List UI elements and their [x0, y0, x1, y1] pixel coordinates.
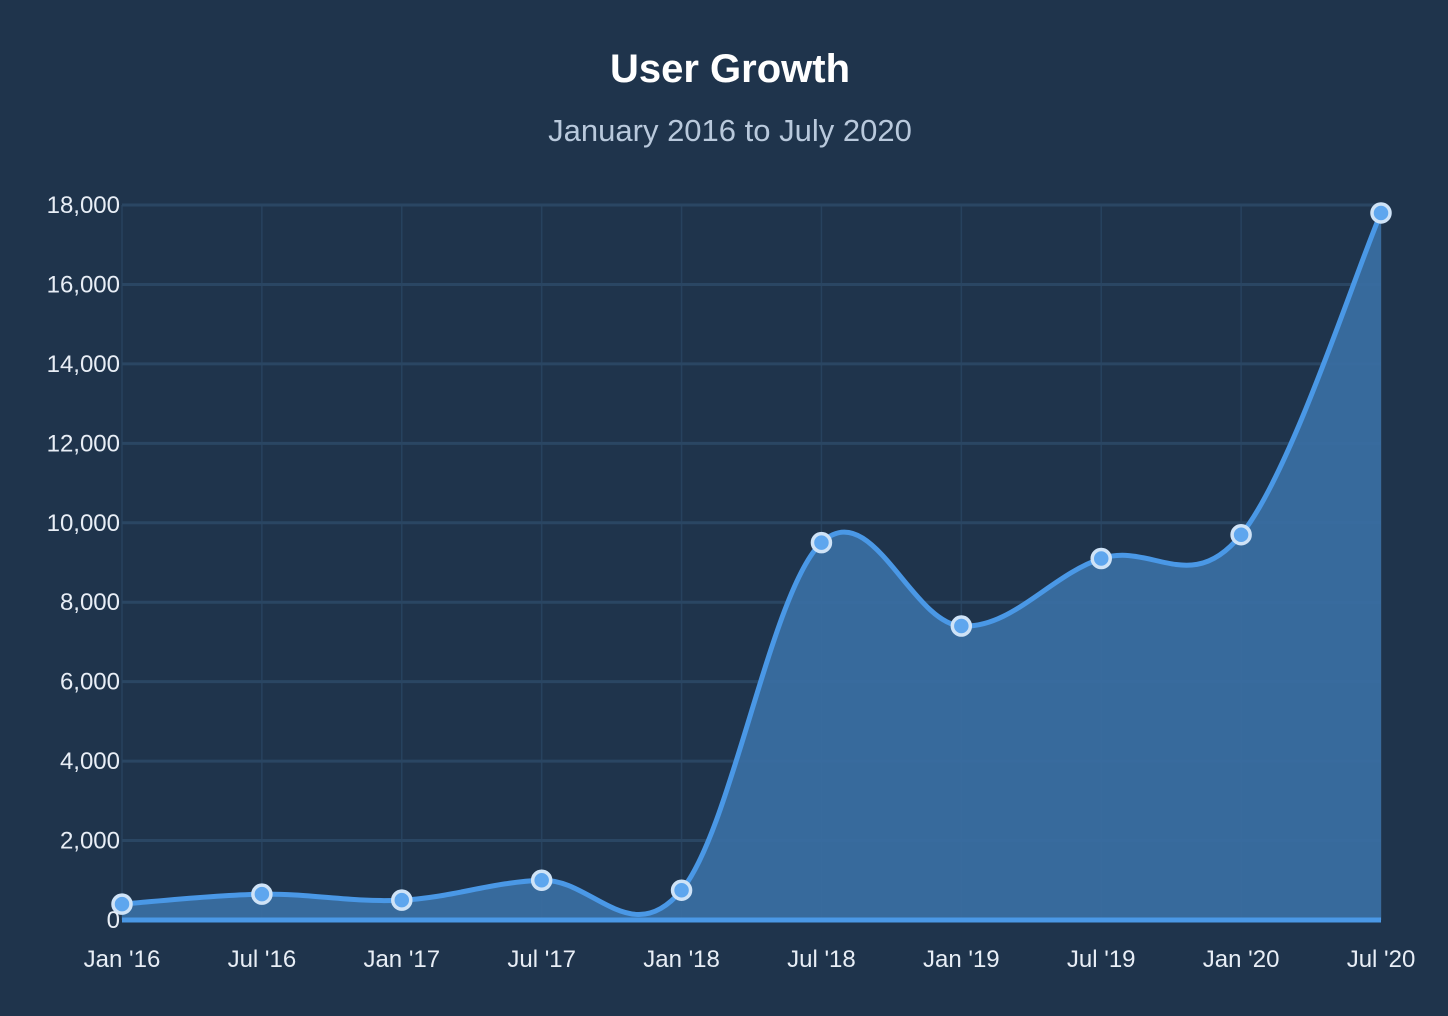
data-point[interactable] — [111, 893, 133, 915]
y-tick-label: 0 — [107, 907, 120, 934]
y-tick-label: 8,000 — [60, 589, 120, 616]
data-point[interactable] — [670, 879, 693, 901]
y-tick-label: 6,000 — [60, 669, 120, 696]
data-point[interactable] — [810, 531, 833, 554]
y-tick-label: 18,000 — [47, 192, 120, 219]
y-tick-label: 12,000 — [47, 430, 120, 457]
series-line-layer — [119, 210, 1384, 917]
x-tick-label: Jul '18 — [787, 946, 856, 973]
data-point[interactable] — [391, 889, 413, 911]
y-tick-label: 14,000 — [47, 351, 120, 378]
y-tick-label: 16,000 — [47, 271, 120, 298]
data-point[interactable] — [950, 615, 973, 637]
y-axis-ticks: 0 2,000 4,000 6,000 8,000 10,000 12,000 14,000 1… — [47, 192, 120, 934]
data-point[interactable] — [530, 869, 553, 892]
series-area — [122, 212, 1381, 920]
x-tick-label: Jul '19 — [1067, 946, 1136, 973]
x-tick-label: Jan '19 — [923, 946, 1000, 973]
series-line — [119, 210, 1384, 917]
data-point[interactable] — [1370, 202, 1392, 224]
data-points — [111, 202, 1392, 915]
x-tick-label: Jan '17 — [363, 946, 440, 973]
chart-subtitle: January 2016 to July 2020 — [548, 113, 912, 148]
x-tick-label: Jan '20 — [1203, 946, 1280, 973]
data-point[interactable] — [1090, 547, 1112, 570]
x-tick-label: Jul '20 — [1347, 946, 1416, 973]
y-tick-label: 10,000 — [47, 510, 120, 537]
data-point[interactable] — [1230, 523, 1252, 546]
x-tick-label: Jan '16 — [84, 946, 161, 973]
y-tick-label: 2,000 — [60, 828, 120, 855]
chart-title: User Growth — [610, 47, 850, 91]
y-tick-label: 4,000 — [60, 748, 120, 775]
x-tick-label: Jul '17 — [507, 946, 576, 973]
x-axis-ticks: Jan '16 Jul '16 Jan '17 Jul '17 Jan '18 Jul '… — [84, 946, 1416, 973]
area-fill-layer — [122, 212, 1381, 923]
x-tick-label: Jul '16 — [228, 946, 297, 973]
x-tick-label: Jan '18 — [643, 946, 720, 973]
data-point[interactable] — [251, 883, 273, 905]
